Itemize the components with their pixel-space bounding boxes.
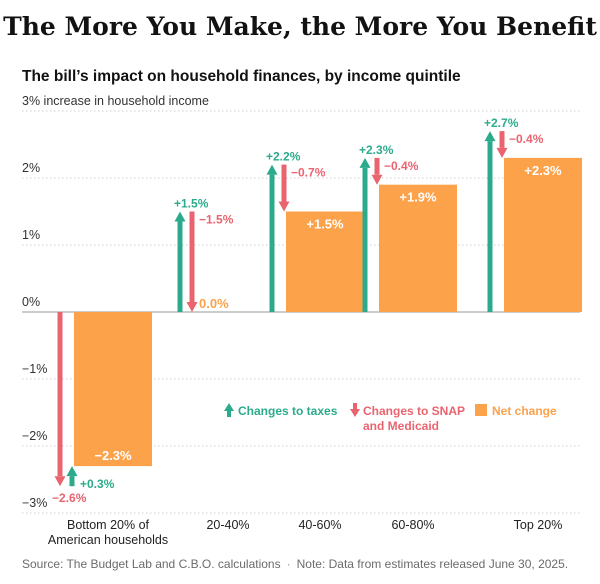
- tax-value-label: +1.5%: [174, 197, 209, 211]
- snap-value-label: −1.5%: [199, 213, 234, 227]
- tax-arrow-shaft: [177, 221, 183, 312]
- net-value-label: +2.3%: [524, 163, 562, 178]
- legend-label-net: Net change: [492, 404, 557, 418]
- tax-arrow-head: [359, 157, 371, 168]
- chart-subtitle: The bill’s impact on household finances,…: [22, 68, 461, 85]
- tax-value-label: +2.2%: [266, 150, 301, 164]
- source-text: Source: The Budget Lab and C.B.O. calcul…: [22, 557, 281, 571]
- tax-arrow: [174, 211, 186, 312]
- snap-arrow-shaft: [281, 164, 287, 202]
- tax-arrow: [484, 131, 496, 312]
- legend-up-arrow-icon: [224, 403, 234, 411]
- chart-plot: 3% increase in household income 2% 1% 0% −1%…: [22, 94, 582, 547]
- legend-label-snap: Changes to SNAP: [363, 404, 465, 418]
- net-value-label: +1.9%: [399, 190, 437, 205]
- tax-arrow-head: [66, 466, 78, 477]
- y-tick-label: 0%: [22, 295, 40, 309]
- snap-value-label: −2.6%: [52, 491, 87, 505]
- tax-value-label: +2.3%: [359, 143, 394, 157]
- y-tick-label: −2%: [22, 429, 47, 443]
- tax-arrow: [66, 466, 78, 487]
- category-label: Bottom 20% of: [67, 518, 150, 532]
- note-text: Note: Data from estimates released June …: [296, 557, 569, 571]
- snap-arrow-shaft: [374, 157, 380, 175]
- legend-down-arrow-shaft: [353, 403, 357, 409]
- footer-separator: ·: [286, 557, 291, 571]
- legend-item-net: Net change: [475, 404, 557, 418]
- y-tick-label: −1%: [22, 362, 47, 376]
- net-change-bar: [504, 157, 582, 312]
- legend-down-arrow-icon: [350, 409, 360, 417]
- legend-up-arrow-shaft: [227, 411, 231, 417]
- net-value-label: −2.3%: [94, 448, 132, 463]
- y-tick-label: 2%: [22, 161, 40, 175]
- snap-arrow-head: [371, 174, 383, 185]
- snap-arrow-shaft: [189, 211, 195, 302]
- tax-arrow: [266, 164, 278, 312]
- snap-arrow: [54, 312, 66, 487]
- legend-label-snap: and Medicaid: [363, 419, 439, 433]
- tax-arrow-shaft: [69, 476, 75, 487]
- snap-arrow-head: [186, 302, 198, 312]
- tax-arrow-shaft: [269, 174, 275, 312]
- chart-title: The More You Make, the More You Benefit: [3, 12, 597, 41]
- snap-arrow: [186, 211, 198, 312]
- snap-arrow-head: [54, 476, 66, 487]
- y-tick-label: −3%: [22, 496, 47, 510]
- tax-arrow-shaft: [487, 141, 493, 312]
- snap-value-label: −0.4%: [384, 159, 419, 173]
- y-tick-label: 3% increase in household income: [22, 94, 209, 108]
- snap-arrow-head: [496, 147, 508, 158]
- tax-arrow-head: [174, 211, 186, 222]
- net-value-label: 0.0%: [199, 296, 229, 311]
- tax-arrow-shaft: [362, 167, 368, 312]
- category-label: 60-80%: [391, 518, 434, 532]
- snap-arrow-shaft: [499, 131, 505, 148]
- category-label: American households: [48, 533, 168, 547]
- snap-arrow-head: [278, 201, 290, 212]
- category-label: 20-40%: [206, 518, 249, 532]
- category-label: Top 20%: [514, 518, 563, 532]
- legend-label-taxes: Changes to taxes: [238, 404, 338, 418]
- snap-arrow: [496, 131, 508, 158]
- net-value-label: +1.5%: [306, 217, 344, 232]
- snap-arrow-shaft: [57, 312, 63, 477]
- source-note: Source: The Budget Lab and C.B.O. calcul…: [22, 557, 568, 571]
- net-change-bar: [379, 184, 457, 312]
- tax-arrow-head: [484, 131, 496, 142]
- category-label: 40-60%: [298, 518, 341, 532]
- net-change-bar: [286, 211, 364, 312]
- snap-arrow: [371, 157, 383, 185]
- legend-item-taxes: Changes to taxes: [224, 403, 338, 418]
- snap-value-label: −0.4%: [509, 132, 544, 146]
- tax-value-label: +2.7%: [484, 116, 519, 130]
- snap-arrow: [278, 164, 290, 212]
- tax-arrow-head: [266, 164, 278, 175]
- tax-value-label: +0.3%: [80, 477, 115, 491]
- snap-value-label: −0.7%: [291, 166, 326, 180]
- y-tick-label: 1%: [22, 228, 40, 242]
- legend-net-swatch: [475, 404, 487, 416]
- net-change-bar: [74, 312, 152, 467]
- tax-arrow: [359, 157, 371, 312]
